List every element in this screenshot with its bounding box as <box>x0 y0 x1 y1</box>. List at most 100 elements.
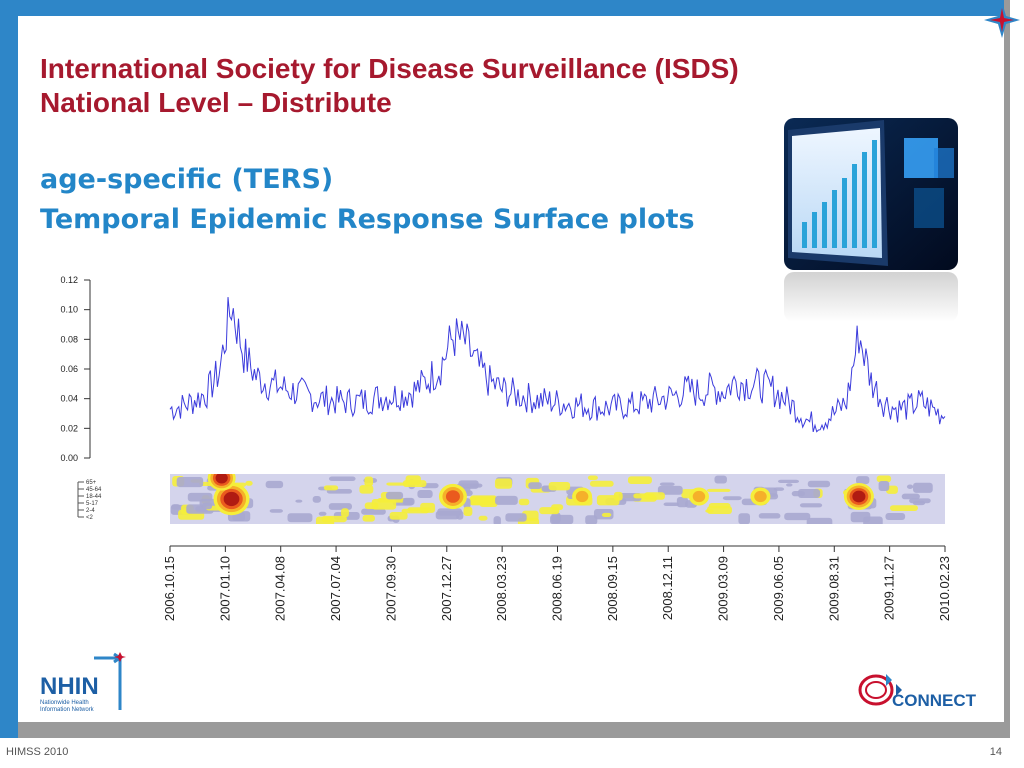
heatmap-cell <box>738 513 751 524</box>
nhin-logo: NHIN Nationwide Health Information Netwo… <box>38 652 134 714</box>
heatmap-cell <box>784 512 811 521</box>
y-tick-label: 0.02 <box>60 423 78 433</box>
age-heatmap <box>170 474 945 524</box>
heatmap-cell <box>385 491 404 500</box>
footer-event: HIMSS 2010 <box>6 746 69 758</box>
slide-frame-left <box>0 0 18 738</box>
heatmap-cell <box>171 504 181 510</box>
heatmap-cell <box>657 485 683 495</box>
x-tick-label: 2007.01.10 <box>217 556 232 621</box>
heatmap-hotspot <box>445 490 460 503</box>
y-tick-label: 0.08 <box>60 334 78 344</box>
heatmap-cell <box>663 502 680 507</box>
heatmap-hotspot <box>575 490 589 503</box>
heatmap-cell <box>176 477 204 488</box>
heatmap-cell <box>362 514 375 522</box>
y-tick-label: 0.10 <box>60 305 78 315</box>
heatmap-cell <box>856 476 870 485</box>
heatmap-cell <box>906 484 914 489</box>
heatmap-cell <box>318 511 327 516</box>
heatmap-cell <box>806 517 833 524</box>
heatmap-hotspot <box>852 490 866 503</box>
heatmap-cell <box>659 482 675 486</box>
heatmap-cell <box>548 482 571 491</box>
heatmap-cell <box>807 480 831 488</box>
heatmap-cell <box>863 516 883 524</box>
heatmap-cell <box>644 492 665 500</box>
heatmap-cell <box>494 478 513 489</box>
heatmap-cell <box>312 496 321 503</box>
x-tick-label: 2007.12.27 <box>439 556 454 621</box>
heatmap-cell <box>407 507 431 512</box>
heatmap-cell <box>706 488 731 492</box>
age-group-label: <2 <box>86 515 94 521</box>
y-axis: 0.00 0.02 0.04 0.06 0.08 0.10 0.12 <box>60 275 91 463</box>
x-tick-label: 2009.11.27 <box>882 556 897 620</box>
heatmap-cell <box>518 498 530 506</box>
heatmap-cell <box>528 482 542 490</box>
heatmap-cell <box>364 476 374 487</box>
series-line <box>169 297 946 433</box>
corner-star-icon <box>984 2 1020 38</box>
heatmap-cell <box>265 480 284 489</box>
x-axis: 2006.10.15 2007.01.10 2007.04.08 2007.07.04… <box>162 545 950 621</box>
surveillance-chart: 0.00 0.02 0.04 0.06 0.08 0.10 0.12 65+45-6418-… <box>60 275 950 621</box>
heatmap-cell <box>876 475 892 483</box>
age-group-label: 5-17 <box>86 501 99 507</box>
heatmap-cell <box>389 511 408 520</box>
slide-title: International Society for Disease Survei… <box>40 52 739 120</box>
heatmap-cell <box>323 485 339 491</box>
heatmap-cell <box>889 505 918 511</box>
y-tick-label: 0.06 <box>60 364 78 374</box>
x-tick-label: 2008.06.19 <box>550 556 565 621</box>
y-tick-label: 0.04 <box>60 394 78 404</box>
heatmap-hotspot <box>692 490 706 503</box>
heatmap-cell <box>371 499 397 510</box>
heatmap-cell <box>505 513 527 522</box>
heatmap-cell <box>435 511 460 520</box>
heatmap-cell <box>676 496 688 508</box>
heatmap-cell <box>493 516 501 524</box>
heatmap-cell <box>341 508 349 518</box>
y-tick-label: 0.00 <box>60 453 78 463</box>
heatmap-hotspot <box>215 474 228 484</box>
heatmap-cell <box>269 509 283 513</box>
x-tick-label: 2009.03.09 <box>716 556 731 621</box>
heatmap-cell <box>722 496 742 501</box>
heatmap-cell <box>758 513 781 519</box>
heatmap-cell <box>786 483 793 487</box>
x-tick-label: 2007.04.08 <box>273 556 288 621</box>
heatmap-cell <box>587 475 598 481</box>
heatmap-cell <box>359 485 374 494</box>
heatmap-cell <box>295 499 303 503</box>
slide-frame-right <box>1004 0 1010 726</box>
age-group-label: 65+ <box>86 480 97 486</box>
heatmap-cell <box>402 480 427 488</box>
subtitle-line-2: Temporal Epidemic Response Surface plots <box>40 204 695 235</box>
nhin-logo-sub-2: Information Network <box>40 707 95 713</box>
heatmap-cell <box>202 502 213 510</box>
page-number: 14 <box>989 746 1002 758</box>
heatmap-cell <box>245 480 253 486</box>
heatmap-cell <box>479 496 498 508</box>
heatmap-hotspot <box>754 490 767 503</box>
heatmap-cell <box>714 475 727 484</box>
x-tick-label: 2008.03.23 <box>494 556 509 621</box>
heatmap-cell <box>627 476 652 484</box>
heatmap-cell <box>361 508 386 515</box>
age-group-label: 45-64 <box>86 487 102 493</box>
heatmap-cell <box>913 482 933 493</box>
series-line-path <box>169 297 946 433</box>
connect-logo: CONNECT <box>856 666 986 714</box>
heatmap-cell <box>909 498 931 504</box>
heatmap-hotspot <box>223 491 240 507</box>
heatmap-cell <box>799 503 823 508</box>
nhin-logo-text: NHIN <box>40 673 99 700</box>
heatmap-cell <box>328 476 356 482</box>
x-tick-label: 2007.09.30 <box>383 556 398 621</box>
slide-subtitle: age-specific (TERS) Temporal Epidemic Re… <box>40 160 695 240</box>
heatmap-cell <box>601 512 612 517</box>
heatmap-cell <box>791 491 805 497</box>
age-group-label: 18-44 <box>86 494 102 500</box>
connect-logo-text: CONNECT <box>892 691 977 710</box>
